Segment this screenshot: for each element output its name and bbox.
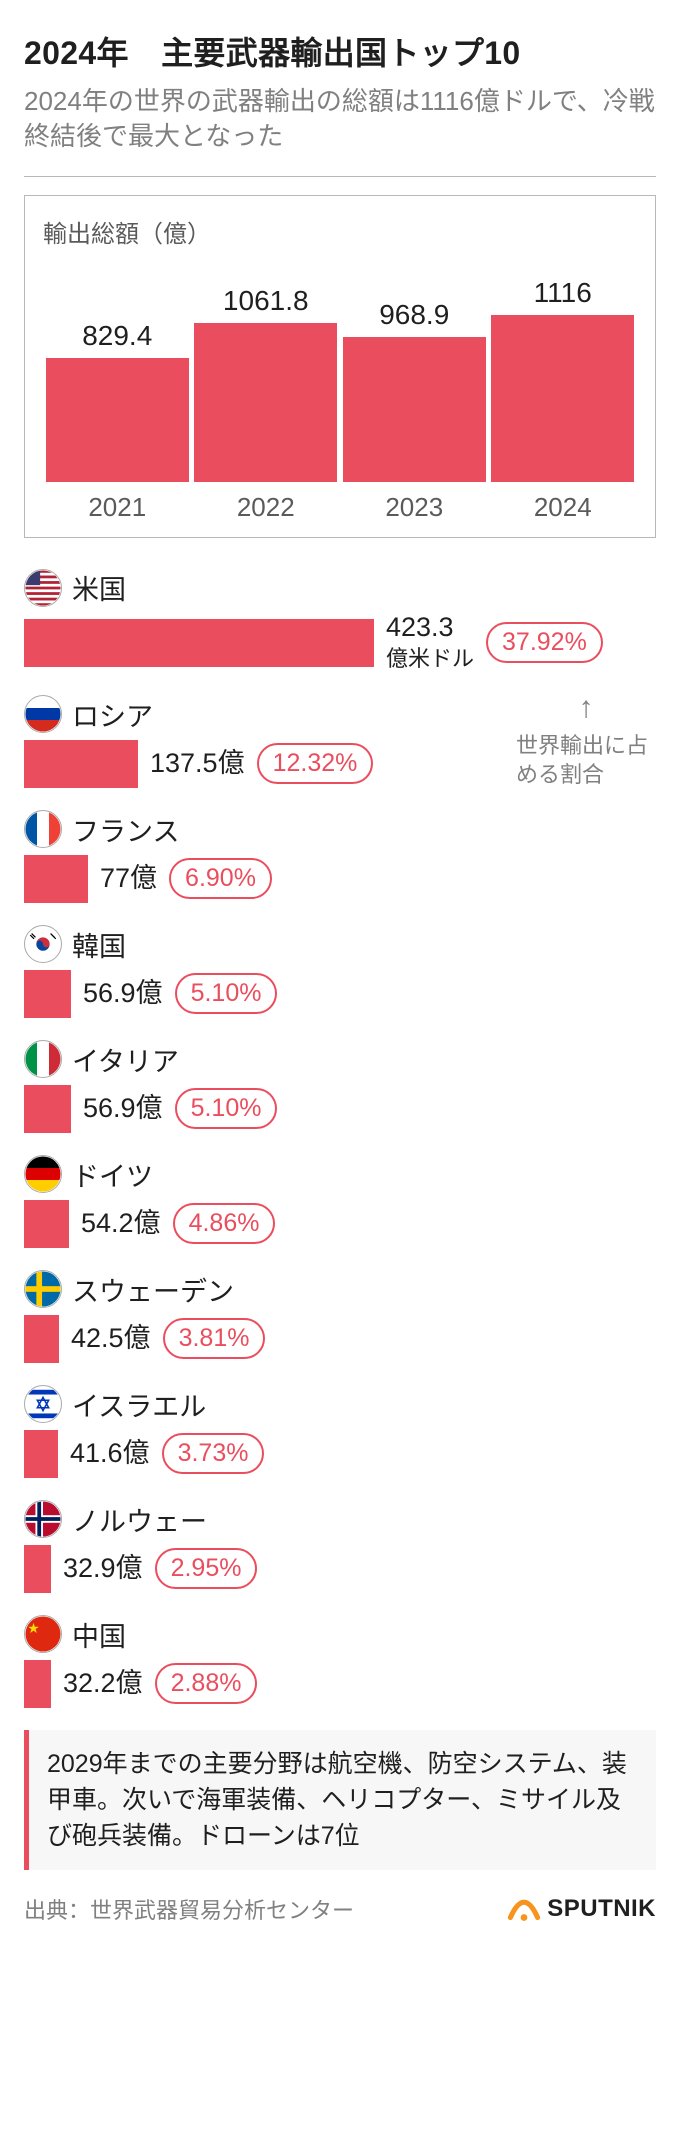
country-value: 41.6億 bbox=[70, 1439, 150, 1469]
country-row: 韓国 56.9億 5.10% bbox=[24, 925, 656, 1018]
country-share-badge: 2.88% bbox=[155, 1663, 258, 1704]
yearly-bars: 829.4 2021 1061.8 2022 968.9 2023 1116 2024 bbox=[43, 263, 637, 523]
country-row: 米国 423.3億米ドル 37.92% bbox=[24, 568, 656, 672]
year-value: 1116 bbox=[534, 277, 592, 309]
country-value: 56.9億 bbox=[83, 1094, 163, 1124]
country-bar bbox=[24, 1660, 51, 1708]
country-name: ドイツ bbox=[72, 1155, 153, 1194]
country-value: 32.2億 bbox=[63, 1669, 143, 1699]
flag-icon-cn bbox=[24, 1615, 62, 1653]
sputnik-logo-text: SPUTNIK bbox=[547, 1895, 656, 1923]
country-bar bbox=[24, 1430, 58, 1478]
country-name: フランス bbox=[72, 810, 179, 849]
year-bar bbox=[194, 323, 337, 482]
flag-icon-it bbox=[24, 1040, 62, 1078]
country-row: ドイツ 54.2億 4.86% bbox=[24, 1155, 656, 1248]
year-bar bbox=[491, 315, 634, 482]
country-value: 42.5億 bbox=[71, 1324, 151, 1354]
country-value: 54.2億 bbox=[81, 1209, 161, 1239]
country-row: フランス 77億 6.90% bbox=[24, 810, 656, 903]
country-bar bbox=[24, 740, 138, 788]
yearly-chart-title: 輸出総額（億） bbox=[43, 214, 637, 249]
country-name: ロシア bbox=[72, 695, 153, 734]
year-bar-2022: 1061.8 2022 bbox=[194, 285, 337, 523]
sputnik-logo: SPUTNIK bbox=[507, 1892, 656, 1926]
flag-icon-se bbox=[24, 1270, 62, 1308]
country-name: 韓国 bbox=[72, 925, 126, 964]
country-row: 中国 32.2億 2.88% bbox=[24, 1615, 656, 1708]
forecast-note: 2029年までの主要分野は航空機、防空システム、装甲車。次いで海軍装備、ヘリコプ… bbox=[24, 1730, 656, 1871]
year-label: 2024 bbox=[534, 492, 592, 523]
flag-icon-fr bbox=[24, 810, 62, 848]
yearly-chart: 輸出総額（億） 829.4 2021 1061.8 2022 968.9 2023 1116… bbox=[24, 195, 656, 538]
country-share-badge: 3.73% bbox=[162, 1433, 265, 1474]
page-subtitle: 2024年の世界の武器輸出の総額は1116億ドルで、冷戦終結後で最大となった bbox=[24, 84, 656, 154]
country-share-badge: 5.10% bbox=[175, 1088, 278, 1129]
country-value: 32.9億 bbox=[63, 1554, 143, 1584]
country-name: イスラエル bbox=[72, 1385, 206, 1424]
country-bar bbox=[24, 619, 374, 667]
annotation-text: 世界輸出に占める割合 bbox=[516, 733, 648, 788]
year-bar bbox=[46, 358, 189, 482]
flag-icon-kr bbox=[24, 925, 62, 963]
country-value: 77億 bbox=[100, 864, 157, 894]
country-ranking: ↑ 世界輸出に占める割合 米国 423.3億米ドル 37.92% ロシア 137.5億 1… bbox=[24, 568, 656, 1707]
arrow-up-icon: ↑ bbox=[516, 688, 656, 729]
country-bar bbox=[24, 855, 88, 903]
country-name: 中国 bbox=[72, 1615, 126, 1654]
source-text: 出典：世界武器貿易分析センター bbox=[24, 1893, 354, 1925]
share-annotation: ↑ 世界輸出に占める割合 bbox=[516, 688, 656, 790]
year-value: 968.9 bbox=[379, 299, 449, 331]
year-label: 2021 bbox=[88, 492, 146, 523]
note-text: 2029年までの主要分野は航空機、防空システム、装甲車。次いで海軍装備、ヘリコプ… bbox=[47, 1746, 638, 1855]
country-share-badge: 5.10% bbox=[175, 973, 278, 1014]
country-bar bbox=[24, 970, 71, 1018]
flag-icon-ru bbox=[24, 695, 62, 733]
country-row: イタリア 56.9億 5.10% bbox=[24, 1040, 656, 1133]
country-bar bbox=[24, 1200, 69, 1248]
country-row: イスラエル 41.6億 3.73% bbox=[24, 1385, 656, 1478]
country-name: スウェーデン bbox=[72, 1270, 234, 1309]
country-name: ノルウェー bbox=[72, 1500, 207, 1539]
year-bar-2024: 1116 2024 bbox=[491, 277, 634, 523]
flag-icon-no bbox=[24, 1500, 62, 1538]
page-title: 2024年 主要武器輸出国トップ10 bbox=[24, 28, 656, 74]
country-name: 米国 bbox=[72, 568, 126, 607]
country-share-badge: 2.95% bbox=[155, 1548, 258, 1589]
country-value: 137.5億 bbox=[150, 749, 245, 779]
country-share-badge: 12.32% bbox=[257, 743, 374, 784]
flag-icon-il bbox=[24, 1385, 62, 1423]
country-name: イタリア bbox=[72, 1040, 179, 1079]
country-share-badge: 37.92% bbox=[486, 622, 603, 663]
flag-icon-us bbox=[24, 569, 62, 607]
year-bar bbox=[343, 337, 486, 482]
country-share-badge: 3.81% bbox=[163, 1318, 266, 1359]
year-bar-2023: 968.9 2023 bbox=[343, 299, 486, 523]
country-bar bbox=[24, 1085, 71, 1133]
divider bbox=[24, 176, 656, 177]
country-bar bbox=[24, 1315, 59, 1363]
sputnik-logo-icon bbox=[507, 1892, 541, 1926]
country-row: ノルウェー 32.9億 2.95% bbox=[24, 1500, 656, 1593]
year-bar-2021: 829.4 2021 bbox=[46, 320, 189, 523]
country-value: 423.3億米ドル bbox=[386, 613, 474, 672]
country-row: スウェーデン 42.5億 3.81% bbox=[24, 1270, 656, 1363]
country-share-badge: 4.86% bbox=[173, 1203, 276, 1244]
country-value: 56.9億 bbox=[83, 979, 163, 1009]
footer: 出典：世界武器貿易分析センター SPUTNIK bbox=[24, 1892, 656, 1926]
year-value: 1061.8 bbox=[223, 285, 309, 317]
flag-icon-de bbox=[24, 1155, 62, 1193]
year-value: 829.4 bbox=[82, 320, 152, 352]
country-bar bbox=[24, 1545, 51, 1593]
year-label: 2023 bbox=[385, 492, 443, 523]
year-label: 2022 bbox=[237, 492, 295, 523]
country-share-badge: 6.90% bbox=[169, 858, 272, 899]
